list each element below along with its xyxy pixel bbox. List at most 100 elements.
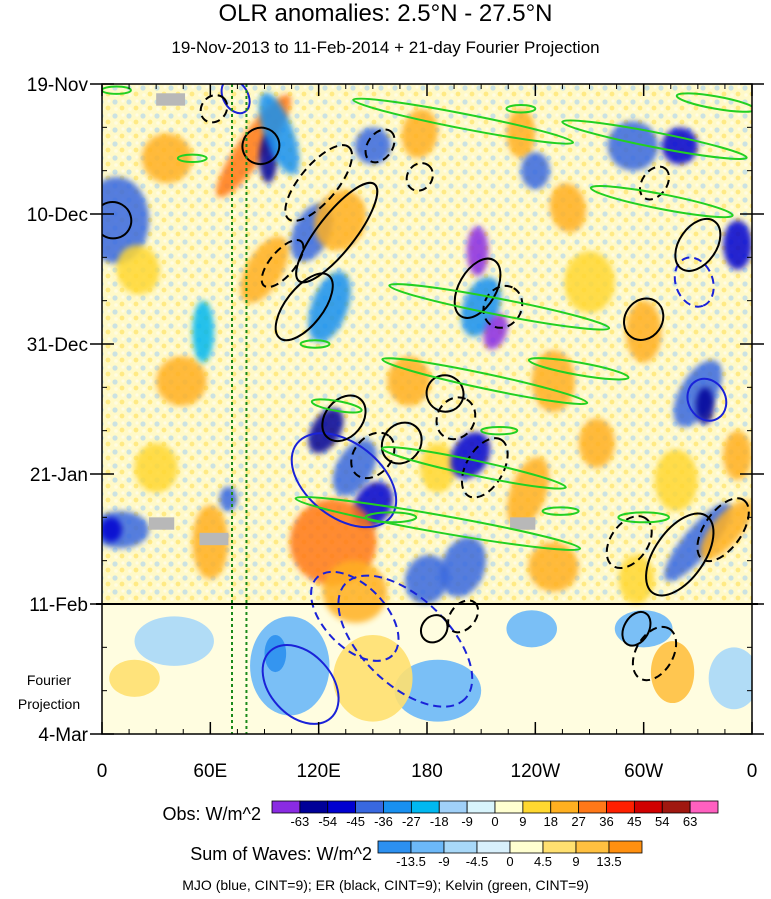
anomaly-blob-42 <box>673 360 723 427</box>
anomaly-blob-52 <box>109 659 160 697</box>
obs-colorbar-swatch-7 <box>466 800 496 814</box>
missing-data-patch-0 <box>156 93 186 106</box>
anomaly-blob-8 <box>219 486 238 512</box>
anomaly-blob-0 <box>102 176 149 264</box>
kelvin-contour-46 <box>480 425 519 436</box>
anomaly-blob-30 <box>450 432 491 479</box>
missing-data-patch-3 <box>510 517 536 530</box>
y-tick-label: 10-Dec <box>27 205 88 226</box>
y-tick-label: 4-Mar <box>38 725 88 746</box>
anomaly-blob-18 <box>332 439 377 497</box>
waves-colorbar-swatch-3 <box>476 840 511 854</box>
reference-lines <box>231 84 248 734</box>
anomaly-blob-55 <box>394 659 482 722</box>
x-tick-label: 60E <box>193 761 227 782</box>
obs-colorbar-label: Obs: W/m^2 <box>163 804 261 824</box>
obs-colorbar-level-label: 18 <box>544 814 558 829</box>
anomaly-blob-36 <box>549 183 587 233</box>
kelvin-contour-44 <box>541 506 580 516</box>
er-contour-10 <box>295 181 379 284</box>
er-contour-28 <box>405 162 434 192</box>
anomaly-blob-47 <box>654 449 698 512</box>
er-contour-33 <box>199 94 229 124</box>
anomaly-blob-1 <box>141 133 193 184</box>
waves-colorbar-level-label: 4.5 <box>534 854 552 869</box>
anomaly-blob-15 <box>308 271 351 343</box>
anomaly-blob-54 <box>264 634 287 673</box>
anomaly-blob-2 <box>116 245 160 295</box>
waves-colorbar-swatch-6 <box>575 840 610 854</box>
y-tick-label: 11-Feb <box>29 595 88 616</box>
obs-colorbar-level-label: -54 <box>318 814 337 829</box>
er-contour-26 <box>639 165 670 201</box>
er-contour-18 <box>425 374 465 413</box>
kelvin-contour-36 <box>381 445 567 490</box>
obs-colorbar-swatch-2 <box>327 800 357 814</box>
kelvin-contour-48 <box>176 153 208 164</box>
kelvin-contour-51 <box>102 85 132 95</box>
waves-colorbar-swatch-7 <box>608 840 643 854</box>
anomaly-blob-48 <box>723 430 752 481</box>
obs-colorbar-level-label: -27 <box>402 814 421 829</box>
anomaly-blob-58 <box>650 641 695 704</box>
anomaly-blob-25 <box>404 554 450 604</box>
mjo-contour-1 <box>337 574 474 708</box>
mjo-contour-3 <box>261 644 340 725</box>
obs-colorbar-swatch-14 <box>661 800 691 814</box>
kelvin-contour-35 <box>388 283 611 331</box>
y-tick-label: 19-Nov <box>27 75 89 96</box>
anomaly-blob-22 <box>387 356 431 406</box>
obs-colorbar-swatch-4 <box>383 800 412 814</box>
chart-subtitle: 19-Nov-2013 to 11-Feb-2014 + 21-day Four… <box>171 38 600 57</box>
obs-colorbar-level-label: -45 <box>346 814 365 829</box>
kelvin-contour-47 <box>299 339 331 349</box>
anomaly-blob-43 <box>696 387 715 425</box>
anomaly-blob-49 <box>528 542 579 592</box>
waves-colorbar-level-label: -4.5 <box>466 854 488 869</box>
obs-colorbar-swatch-13 <box>633 800 663 814</box>
obs-colorbar-swatch-5 <box>410 800 440 814</box>
anomaly-blob-31 <box>440 536 487 597</box>
x-tick-label: 180 <box>411 761 443 782</box>
mjo-contour-4 <box>686 377 728 422</box>
obs-colorbar-level-label: 54 <box>655 814 669 829</box>
anomaly-blob-38 <box>578 418 615 468</box>
anomaly-blob-37 <box>564 251 615 314</box>
kelvin-contour-43 <box>364 511 418 524</box>
obs-colorbar-swatch-12 <box>606 800 635 814</box>
kelvin-contour-50 <box>617 511 670 524</box>
obs-colorbar-level-label: -36 <box>374 814 393 829</box>
anomaly-blob-57 <box>506 610 557 648</box>
mjo-contour-0 <box>290 432 398 529</box>
anomaly-blob-46 <box>700 499 752 560</box>
obs-colorbar-level-label: 9 <box>519 814 526 829</box>
kelvin-contour-40 <box>589 185 734 219</box>
chart-title: OLR anomalies: 2.5°N - 27.5°N <box>218 0 553 27</box>
mjo-contour-2 <box>310 570 400 662</box>
missing-data-patch-1 <box>148 517 175 530</box>
anomaly-blob-3 <box>156 356 207 406</box>
obs-colorbar-level-label: 27 <box>571 814 585 829</box>
anomaly-blob-44 <box>723 220 752 270</box>
anomaly-blob-35 <box>531 350 576 413</box>
obs-colorbar-swatch-1 <box>299 800 329 814</box>
x-tick-label: 120W <box>511 761 561 782</box>
x-tick-label: 120E <box>296 761 340 782</box>
obs-colorbar-swatch-8 <box>494 800 524 814</box>
anomaly-blob-13 <box>258 92 300 175</box>
kelvin-contour-49 <box>505 104 537 114</box>
waves-colorbar-level-label: -9 <box>438 854 450 869</box>
er-contour-22 <box>674 218 722 272</box>
anomaly-blob-60 <box>614 610 673 648</box>
x-axis: 0 60E 120E 180 120W 60W 0 <box>97 84 757 782</box>
anomaly-blob-51 <box>134 616 214 666</box>
y-tick-label: 21-Jan <box>30 465 88 486</box>
waves-colorbar-level-label: 0 <box>506 854 513 869</box>
plot-area <box>102 84 752 734</box>
kelvin-contour-34 <box>381 357 589 406</box>
er-contour-14 <box>350 431 396 480</box>
waves-colorbar-level-label: 13.5 <box>596 854 621 869</box>
waves-colorbar-swatch-5 <box>542 840 577 854</box>
anomaly-blob-17 <box>308 408 344 454</box>
er-contour-12 <box>274 272 334 342</box>
